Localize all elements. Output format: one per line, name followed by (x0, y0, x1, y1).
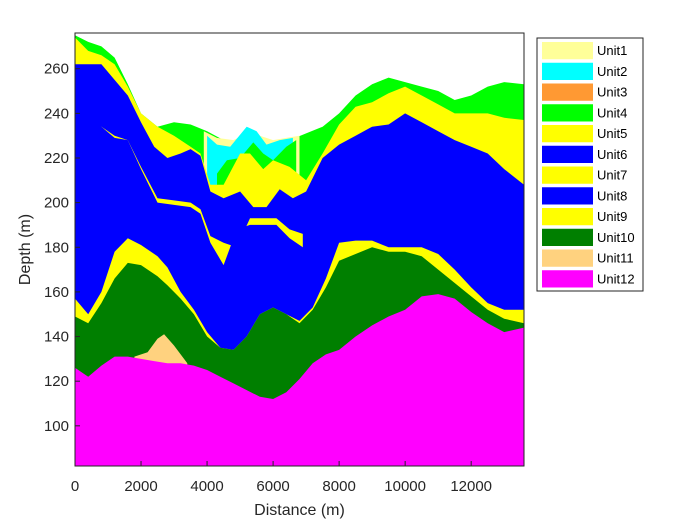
y-tick-label: 180 (44, 239, 69, 256)
x-tick-label: 0 (71, 478, 79, 495)
x-axis: 0 2000 4000 6000 8000 10000 12000 (71, 461, 492, 495)
legend-swatch-unit7 (542, 166, 593, 184)
legend-swatch-unit11 (542, 249, 593, 267)
legend-label-unit7: Unit7 (597, 168, 627, 183)
legend-swatch-unit5 (542, 125, 593, 143)
legend-swatch-unit12 (542, 270, 593, 288)
y-tick-label: 260 (44, 61, 69, 78)
y-tick-label: 160 (44, 284, 69, 301)
y-tick-label: 220 (44, 150, 69, 167)
legend-box (536, 37, 644, 292)
legend-swatch-unit10 (542, 228, 593, 246)
legend-label-unit9: Unit9 (597, 209, 627, 224)
y-axis: 100 120 140 160 180 200 220 240 260 (44, 61, 80, 435)
legend-swatch-unit8 (542, 187, 593, 205)
y-tick-label: 140 (44, 329, 69, 346)
x-tick-label: 10000 (384, 478, 426, 495)
legend: Unit1 Unit2 Unit3 Unit4 Unit5 Unit6 Unit7 Unit8… (536, 37, 644, 292)
x-tick-label: 4000 (190, 478, 223, 495)
x-tick-label: 8000 (322, 478, 355, 495)
legend-label-unit12: Unit12 (597, 271, 635, 286)
plot-area (75, 35, 524, 467)
y-tick-label: 200 (44, 195, 69, 212)
legend-label-unit6: Unit6 (597, 147, 627, 162)
legend-label-unit2: Unit2 (597, 64, 627, 79)
x-axis-label: Distance (m) (254, 502, 345, 519)
legend-label-unit1: Unit1 (597, 43, 627, 58)
y-tick-label: 100 (44, 418, 69, 435)
x-tick-label: 6000 (256, 478, 289, 495)
legend-swatch-unit3 (542, 83, 593, 101)
legend-label-unit8: Unit8 (597, 188, 627, 203)
legend-swatch-unit9 (542, 208, 593, 226)
legend-swatch-unit6 (542, 145, 593, 163)
legend-swatch-unit4 (542, 104, 593, 122)
legend-label-unit11: Unit11 (597, 251, 634, 266)
x-tick-label: 12000 (450, 478, 492, 495)
y-tick-label: 120 (44, 373, 69, 390)
plot-frame (74, 32, 525, 467)
y-axis-label: Depth (m) (17, 214, 34, 285)
legend-swatch-unit1 (542, 42, 593, 60)
y-tick-label: 240 (44, 105, 69, 122)
legend-label-unit4: Unit4 (597, 105, 627, 120)
legend-swatch-unit2 (542, 62, 593, 80)
legend-label-unit10: Unit10 (597, 230, 635, 245)
layer-unit12-11 (75, 294, 524, 466)
x-tick-label: 2000 (124, 478, 157, 495)
legend-label-unit5: Unit5 (597, 126, 627, 141)
legend-label-unit3: Unit3 (597, 85, 627, 100)
